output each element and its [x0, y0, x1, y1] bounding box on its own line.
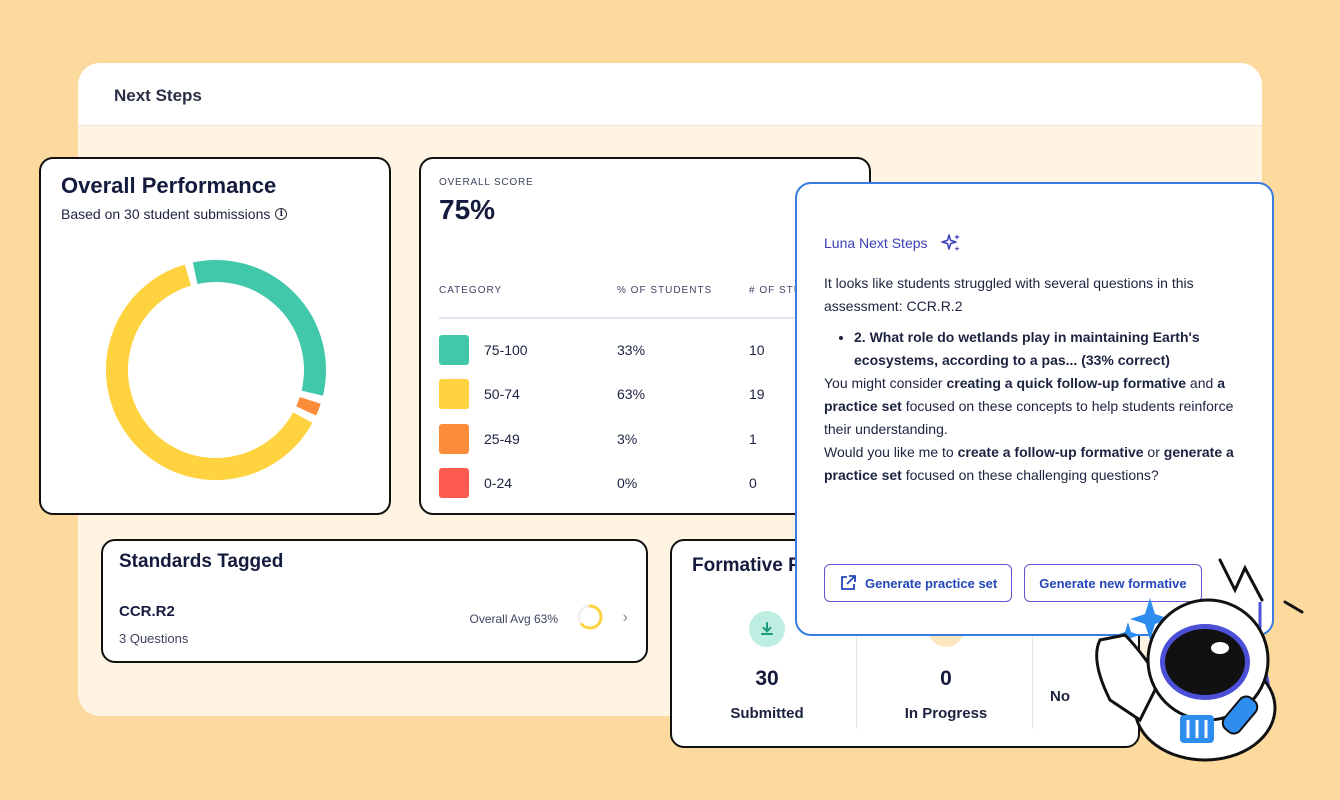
download-icon [749, 611, 785, 647]
category-swatch [439, 335, 469, 365]
category-label: 0-24 [484, 475, 513, 491]
luna-suggestion: You might consider creating a quick foll… [824, 372, 1246, 441]
text-bold: create a follow-up formative [957, 444, 1144, 460]
button-label: Generate new formative [1039, 575, 1187, 591]
pct-value: 63% [617, 386, 646, 402]
donut-segment-75-100 [192, 260, 326, 396]
astronaut-mascot [1095, 558, 1304, 762]
text-bold: creating a quick follow-up formative [946, 375, 1187, 391]
button-label: Generate practice set [865, 575, 998, 591]
generate-new-formative-button[interactable]: Generate new formative [1024, 564, 1202, 602]
category-label: 25-49 [484, 431, 520, 447]
generate-practice-set-button[interactable]: Generate practice set [824, 564, 1013, 602]
divider [1032, 621, 1033, 729]
list-item: 2. What role do wetlands play in maintai… [854, 326, 1246, 372]
submissions-text: Based on 30 student submissions [61, 206, 271, 222]
header-pct-students: % OF STUDENTS [617, 285, 713, 296]
count-value: 1 [749, 431, 757, 447]
table-row: 50-74 63% 19 [439, 379, 851, 409]
luna-next-steps-panel: Luna Next Steps It looks like students s… [795, 182, 1274, 636]
page-header: Next Steps [78, 63, 1262, 126]
info-icon[interactable]: i [275, 208, 288, 220]
standards-title: Standards Tagged [119, 551, 284, 572]
category-swatch [439, 424, 469, 454]
header-num-students: # OF STU [749, 285, 803, 296]
text: and [1186, 375, 1218, 391]
external-link-icon [841, 575, 856, 590]
in-progress-label: In Progress [904, 705, 988, 722]
luna-intro: It looks like students struggled with se… [824, 275, 1194, 314]
table-row: 25-49 3% 1 [439, 424, 851, 454]
luna-heading: Luna Next Steps [824, 232, 1246, 254]
pct-value: 0% [617, 475, 638, 491]
overall-score-value: 75% [439, 194, 496, 225]
score-table-header: CATEGORY % OF STUDENTS # OF STU [439, 285, 851, 319]
avg-progress-ring [577, 604, 603, 630]
page-title: Next Steps [114, 86, 202, 105]
donut-segment-50-74 [106, 264, 313, 480]
count-value: 10 [749, 342, 765, 358]
text: focused on these concepts to help studen… [824, 398, 1234, 437]
text: or [1143, 444, 1164, 460]
submissions-subtitle: Based on 30 student submissions i [61, 206, 369, 222]
sparkle-icon [940, 234, 960, 252]
category-swatch [439, 379, 469, 409]
category-label: 75-100 [484, 342, 528, 358]
header-category: CATEGORY [439, 285, 503, 296]
in-progress-count: 0 [940, 667, 952, 690]
formative-title: Formative P [692, 555, 801, 576]
category-swatch [439, 468, 469, 498]
overall-performance-card: Overall Performance Based on 30 student … [39, 157, 391, 515]
table-row: 0-24 0% 0 [439, 468, 851, 498]
donut-segment-25-49 [296, 396, 321, 416]
standard-code: CCR.R2 [119, 603, 175, 620]
pct-value: 3% [617, 431, 638, 447]
pct-value: 33% [617, 342, 646, 358]
luna-heading-text: Luna Next Steps [824, 235, 928, 251]
chevron-right-icon[interactable]: › [622, 609, 628, 626]
divider [856, 621, 857, 729]
overall-performance-title: Overall Performance [61, 173, 277, 198]
text: focused on these challenging questions? [901, 467, 1159, 483]
count-value: 19 [749, 386, 765, 402]
submitted-count: 30 [755, 667, 779, 690]
submitted-label: Submitted [730, 705, 804, 722]
count-value: 0 [749, 475, 757, 491]
text-bold: generate a practice set [824, 444, 1234, 483]
overall-avg-label: Overall Avg 63% [469, 612, 559, 626]
luna-question: Would you like me to create a follow-up … [824, 441, 1246, 487]
standards-tagged-card[interactable]: Standards Tagged CCR.R2 3 Questions Over… [101, 539, 648, 663]
question-count: 3 Questions [119, 631, 189, 646]
stat-submitted: 30 Submitted [678, 611, 856, 722]
struggle-question-list: 2. What role do wetlands play in maintai… [854, 326, 1246, 372]
table-row: 75-100 33% 10 [439, 335, 851, 365]
text: Would you like me to [824, 444, 958, 460]
performance-donut-chart [106, 260, 326, 480]
text: You might consider [824, 375, 947, 391]
text-bold: a practice set [824, 375, 1225, 414]
not-started-label: No [1050, 688, 1070, 705]
stat-not-started: No [1034, 611, 1138, 705]
category-label: 50-74 [484, 386, 520, 402]
overall-score-label: OVERALL SCORE [439, 177, 534, 188]
